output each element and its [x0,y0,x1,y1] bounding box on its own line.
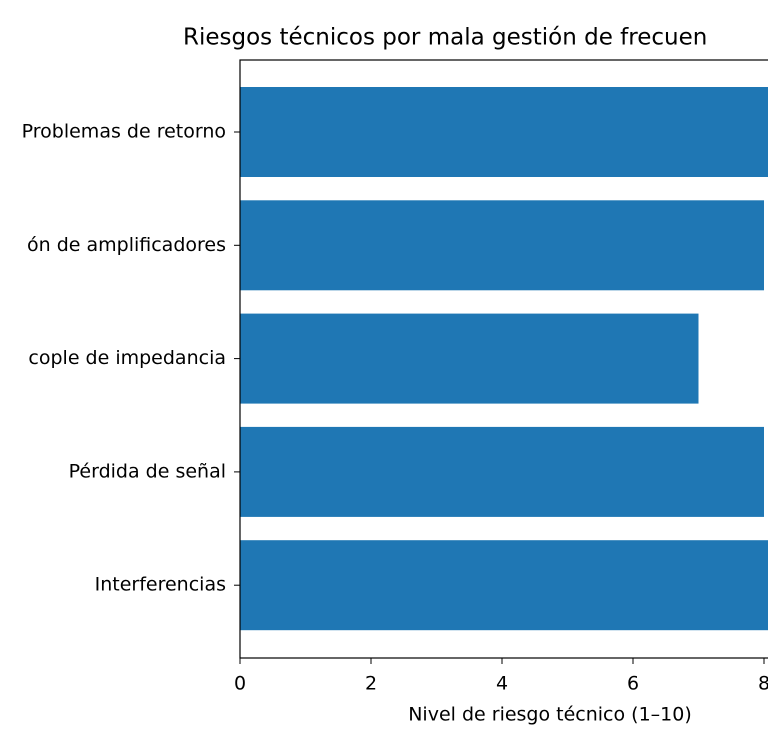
bar [240,426,764,517]
chart-title: Riesgos técnicos por mala gestión de fre… [183,25,707,51]
bar [240,313,699,404]
y-tick-label: cople de impedancia [28,347,226,369]
bar [240,200,764,291]
axes-frame [239,59,768,659]
x-tick-label: 6 [627,673,639,695]
bar [240,540,768,631]
bar [240,87,768,177]
y-tick-label: Pérdida de señal [69,460,226,482]
y-tick-label: Problemas de retorno [22,121,226,143]
x-tick-label: 2 [365,673,377,695]
x-tick-label: 8 [758,673,768,695]
y-tick-label: ón de amplificadores [27,234,226,256]
y-tick-label: Interferencias [95,574,226,596]
x-tick-label: 4 [496,673,508,695]
x-axis-label: Nivel de riesgo técnico (1–10) [408,704,692,726]
x-tick-label: 0 [234,673,246,695]
